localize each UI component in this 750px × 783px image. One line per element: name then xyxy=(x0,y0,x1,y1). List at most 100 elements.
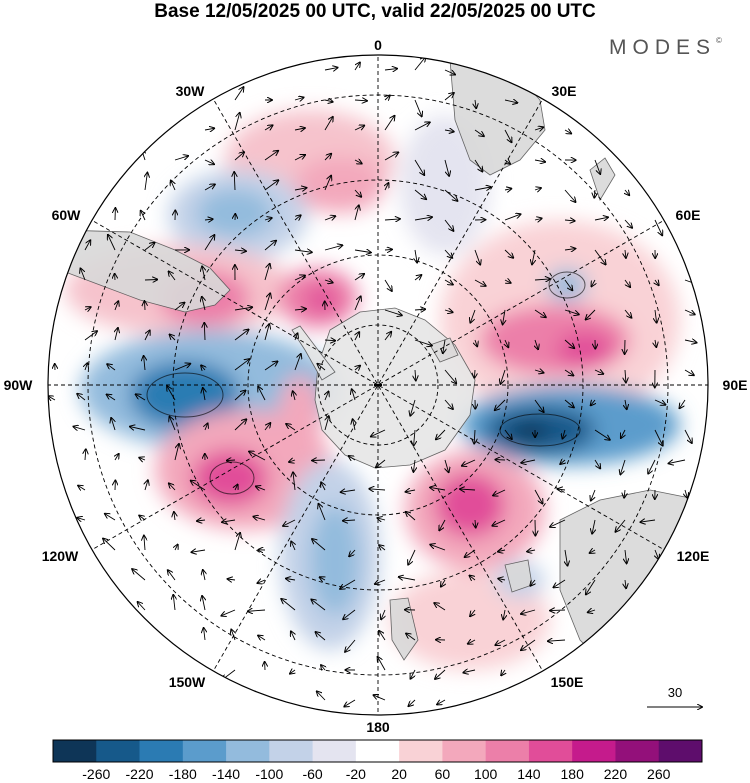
wind-vectors xyxy=(48,57,699,706)
wind-vector xyxy=(591,489,595,501)
lon-label-150e: 150E xyxy=(551,674,584,690)
wind-vector xyxy=(444,189,457,201)
colorbar-tick-label: 100 xyxy=(473,766,498,782)
wind-vector xyxy=(379,631,386,641)
wind-vector xyxy=(144,536,145,551)
wind-vector xyxy=(264,241,276,251)
wind-vector xyxy=(340,579,356,589)
wind-vector xyxy=(169,483,176,491)
wind-vector xyxy=(625,399,627,409)
wind-vector xyxy=(203,570,205,581)
colorbar-outline xyxy=(52,739,703,763)
colorbar-tick-label: -20 xyxy=(345,766,366,782)
wind-vector xyxy=(460,489,476,490)
wind-vector xyxy=(354,205,359,221)
wind-vector xyxy=(264,264,270,281)
wind-vector xyxy=(204,628,205,641)
wind-vector xyxy=(234,419,246,431)
wind-vector xyxy=(107,395,116,401)
wind-vector xyxy=(414,339,432,346)
wind-vector xyxy=(444,280,453,285)
wind-vector xyxy=(139,516,146,521)
wind-vector xyxy=(204,128,214,130)
wind-vector xyxy=(74,427,86,430)
colorbar-tick-label: -60 xyxy=(302,766,323,782)
wind-vector xyxy=(462,459,476,466)
wind-vector xyxy=(385,183,389,191)
copyright-mark: © xyxy=(716,36,722,45)
wind-vector xyxy=(289,460,296,462)
wind-vector xyxy=(408,549,416,565)
wind-vector xyxy=(624,219,632,228)
wind-vector xyxy=(78,486,86,490)
wind-vector xyxy=(594,217,608,220)
wind-vector xyxy=(504,214,521,221)
map-title: Base 12/05/2025 00 UTC, valid 22/05/2025… xyxy=(154,1,596,22)
wind-vector xyxy=(378,657,386,671)
colorbar-swatch xyxy=(355,740,400,762)
wind-vector xyxy=(444,399,453,409)
wind-vector xyxy=(564,220,575,221)
wind-vector xyxy=(319,504,326,521)
contour-low-south-indian xyxy=(499,413,581,447)
positive-anomaly-indian-ocean-peak xyxy=(557,332,613,368)
wind-vector xyxy=(228,579,236,580)
wind-vector xyxy=(655,549,659,559)
wind-vector xyxy=(202,596,205,611)
wind-vector xyxy=(592,279,596,286)
wind-vector xyxy=(379,545,386,550)
wind-vector xyxy=(414,159,424,175)
colorbar-tick-label: 20 xyxy=(391,766,407,782)
brand-text: MODES xyxy=(609,36,717,59)
wind-vector xyxy=(294,276,305,281)
wind-vector xyxy=(204,235,214,251)
wind-vector xyxy=(253,517,266,520)
wind-vector xyxy=(294,354,301,371)
wind-vector xyxy=(534,160,545,162)
wind-vector xyxy=(534,279,550,280)
wind-vector xyxy=(534,188,541,190)
wind-vector xyxy=(312,460,326,461)
negative-anomaly-ross-sea-core xyxy=(310,505,360,615)
wind-vector xyxy=(264,324,269,341)
wind-vector xyxy=(324,340,335,341)
wind-vector xyxy=(321,665,325,670)
wind-vector xyxy=(343,609,356,619)
colorbar-tick-label: 180 xyxy=(560,766,584,782)
wind-vector xyxy=(527,550,536,552)
wind-vector xyxy=(414,99,422,116)
wind-vector xyxy=(231,630,235,641)
wind-vector xyxy=(669,460,686,463)
wind-vector xyxy=(498,579,506,580)
wind-vector xyxy=(354,126,364,130)
wind-vector xyxy=(501,369,506,384)
wind-vector xyxy=(444,369,456,383)
wind-vector xyxy=(444,130,454,132)
wind-vector xyxy=(290,670,295,674)
positive-anomaly-south-atlantic-core xyxy=(295,157,385,213)
wind-vector xyxy=(534,218,542,220)
wind-vector xyxy=(414,122,430,131)
wind-vector xyxy=(504,429,512,439)
wind-vector xyxy=(474,279,486,286)
wind-vector xyxy=(560,460,565,464)
wind-vector xyxy=(130,427,146,430)
wind-vector xyxy=(264,362,277,371)
wind-vector xyxy=(534,489,543,504)
wind-vector xyxy=(521,639,536,650)
wind-vector xyxy=(684,340,697,343)
wind-vector xyxy=(84,331,97,341)
wind-vector xyxy=(463,670,476,673)
wind-vector xyxy=(534,399,544,412)
wind-vector xyxy=(258,387,266,401)
wind-vector xyxy=(594,249,606,264)
wind-vector xyxy=(291,542,295,551)
wind-vector xyxy=(107,364,116,371)
wind-vector xyxy=(132,569,146,581)
wind-vector xyxy=(564,369,573,376)
wind-vector xyxy=(84,240,90,251)
wind-vector xyxy=(504,100,517,103)
wind-vector xyxy=(495,399,506,410)
wind-vector xyxy=(141,211,145,221)
positive-anomaly-south-of-australia-core xyxy=(435,473,505,537)
